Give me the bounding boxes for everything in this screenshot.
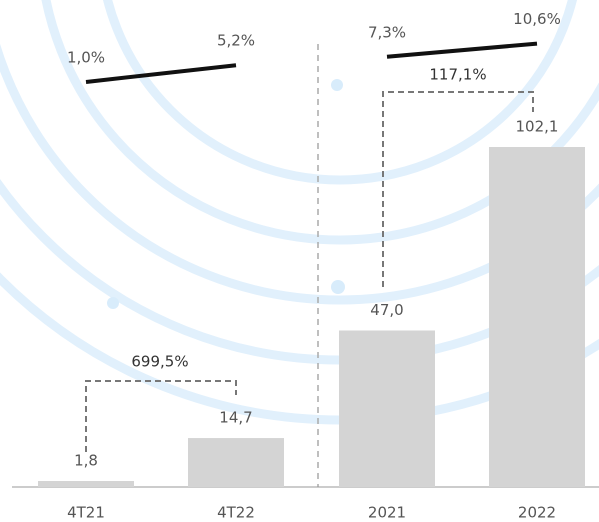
- annotation: 117,1%: [429, 66, 486, 84]
- margin-line: [85, 63, 237, 84]
- value-label: 1,0%: [67, 49, 105, 67]
- x-tick-label: 2021: [368, 504, 406, 522]
- margin-line: [386, 41, 538, 59]
- value-label: 1,8: [74, 452, 98, 470]
- growth-bracket: [85, 380, 237, 452]
- value-label: 47,0: [370, 301, 403, 319]
- x-tick-label: 2022: [518, 504, 556, 522]
- bar: [339, 330, 435, 487]
- value-label: 7,3%: [368, 23, 406, 41]
- bar: [489, 147, 585, 487]
- value-label: 14,7: [219, 409, 252, 427]
- bar: [38, 481, 134, 487]
- bar: [188, 438, 284, 487]
- x-tick-label: 4T22: [217, 504, 255, 522]
- value-label: 5,2%: [217, 32, 255, 50]
- value-label: 102,1: [516, 118, 559, 136]
- annotation: 699,5%: [131, 353, 188, 371]
- x-tick-label: 4T21: [67, 504, 105, 522]
- growth-bracket: [382, 91, 534, 287]
- background-dots: [107, 79, 345, 309]
- value-label: 10,6%: [513, 10, 561, 28]
